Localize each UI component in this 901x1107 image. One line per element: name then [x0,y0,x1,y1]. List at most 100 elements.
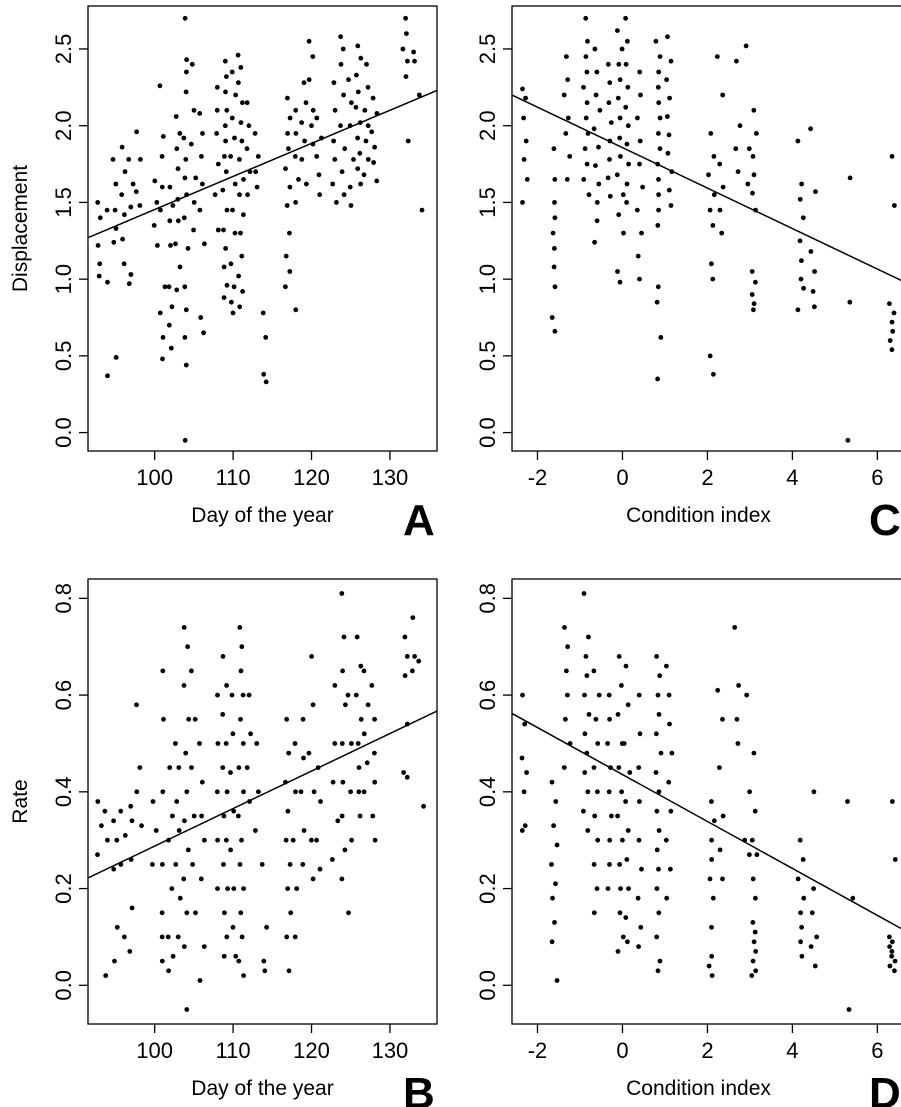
panel-c-data-point [812,304,817,310]
panel-a-data-point [411,49,416,55]
panel-d-data-point [709,837,714,843]
panel-a-data-point [287,115,293,121]
panel-d-data-point [521,789,527,795]
panel-b-data-point [335,818,341,824]
panel-b-data-point [129,818,135,824]
panel-a-data-point [287,230,292,236]
panel-a-data-point [365,123,371,129]
panel-b-data-point [361,789,367,795]
panel-c-data-point [810,289,816,294]
panel-c-data-point [583,15,589,21]
panel-a-data-point [193,175,199,181]
panel-b-y-tick-label: 0.2 [51,873,76,904]
panel-d-data-point [636,837,642,843]
panel-b-data-point [223,837,229,843]
panel-c-data-point [666,132,672,138]
panel-a-data-point [241,177,246,182]
panel-c-data-point [714,54,720,59]
panel-a-data-point [158,207,163,213]
panel-b-data-point [341,634,347,640]
panel-b-data-point [215,837,221,843]
panel-d-data-point [654,934,660,940]
panel-d-data-point [653,770,659,775]
panel-c-data-point [552,284,558,290]
panel-d-data-point [656,910,662,916]
panel-b-data-point [239,644,245,650]
panel-a-data-point [349,100,354,106]
panel-a-data-point [182,335,188,340]
panel-b-data-point [99,823,104,829]
panel-b-data-point [284,934,290,940]
panel-a-data-point [283,284,288,290]
panel-a-data-point [160,335,166,340]
panel-d-data-point [635,895,641,901]
panel-b-data-point [150,799,156,804]
panel-b-data-point [159,958,165,964]
panel-a-data-point [231,284,237,290]
panel-c-data-point [584,100,590,106]
panel-a-data-point [159,154,165,159]
panel-a-data-point [286,146,291,152]
panel-b-data-point [240,692,246,698]
panel-c-data-point [657,115,663,121]
panel-a-data-point [126,281,132,287]
panel-a-data-point [237,304,243,310]
panel-d-data-point [637,731,643,737]
panel-b-data-point [199,779,205,785]
panel-a-data-point [228,261,234,267]
panel-d-data-point [596,692,602,698]
panel-a-data-point [173,114,179,119]
panel-a-data-point [293,107,299,113]
panel-c-data-point [891,310,897,316]
panel-b-data-point [285,808,291,814]
panel-d-points [519,591,898,1012]
panel-c-data-point [581,177,587,182]
panel-b-data-point [410,615,416,621]
panel-a-data-point [285,131,290,136]
panel-b-data-point [358,716,364,722]
panel-a-data-point [358,55,364,61]
panel-b-data-point [300,862,306,867]
panel-c-data-point [801,285,806,291]
panel-d-data-point [732,625,738,630]
panel-d-data-point [845,799,850,804]
panel-a-data-point [185,246,191,251]
panel-d-data-point [522,721,528,727]
panel-b-x-tick-label: 130 [372,1038,409,1063]
panel-a-data-point [314,154,320,159]
panel-a-x-tick-label: 130 [372,465,409,490]
panel-a-data-point [260,310,266,316]
panel-c-data-point [594,69,600,75]
panel-b-data-point [314,837,319,843]
panel-a-data-point [157,310,163,316]
panel-a-data-point [338,123,343,129]
panel-b-data-point [244,765,250,770]
panel-a-data-point [128,204,134,210]
panel-b-data-point [166,968,172,974]
panel-c-data-point [617,115,623,121]
panel-a-data-point [362,107,368,113]
panel-a: 100 110 120 130 0.0 0.5 1.0 1.5 2.0 2.5 Day of the… [9,5,438,545]
panel-d-data-point [799,924,804,930]
panel-d-data-point [811,886,816,891]
panel-a-data-point [241,212,246,218]
panel-a-data-point [412,58,417,64]
panel-d-data-point [666,779,672,785]
panel-d-data-point [889,953,895,959]
panel-b-x-tick-label: 110 [216,1038,251,1063]
panel-d-data-point [619,683,624,688]
panel-a-data-point [174,287,180,293]
panel-d-data-point [637,799,642,804]
panel-a-data-point [183,362,189,368]
panel-c-data-point [552,177,558,182]
panel-c-data-point [596,144,601,150]
panel-b-data-point [159,934,165,940]
panel-c-x-tick-label: -2 [528,465,548,490]
panel-b-data-point [160,789,166,795]
panel-b-data-point [310,702,316,708]
panel-d-data-point [565,644,570,650]
panel-d-data-point [752,929,758,935]
panel-b-data-point [128,803,134,809]
panel-b-data-point [118,808,124,814]
panel-a-data-point [293,307,299,313]
